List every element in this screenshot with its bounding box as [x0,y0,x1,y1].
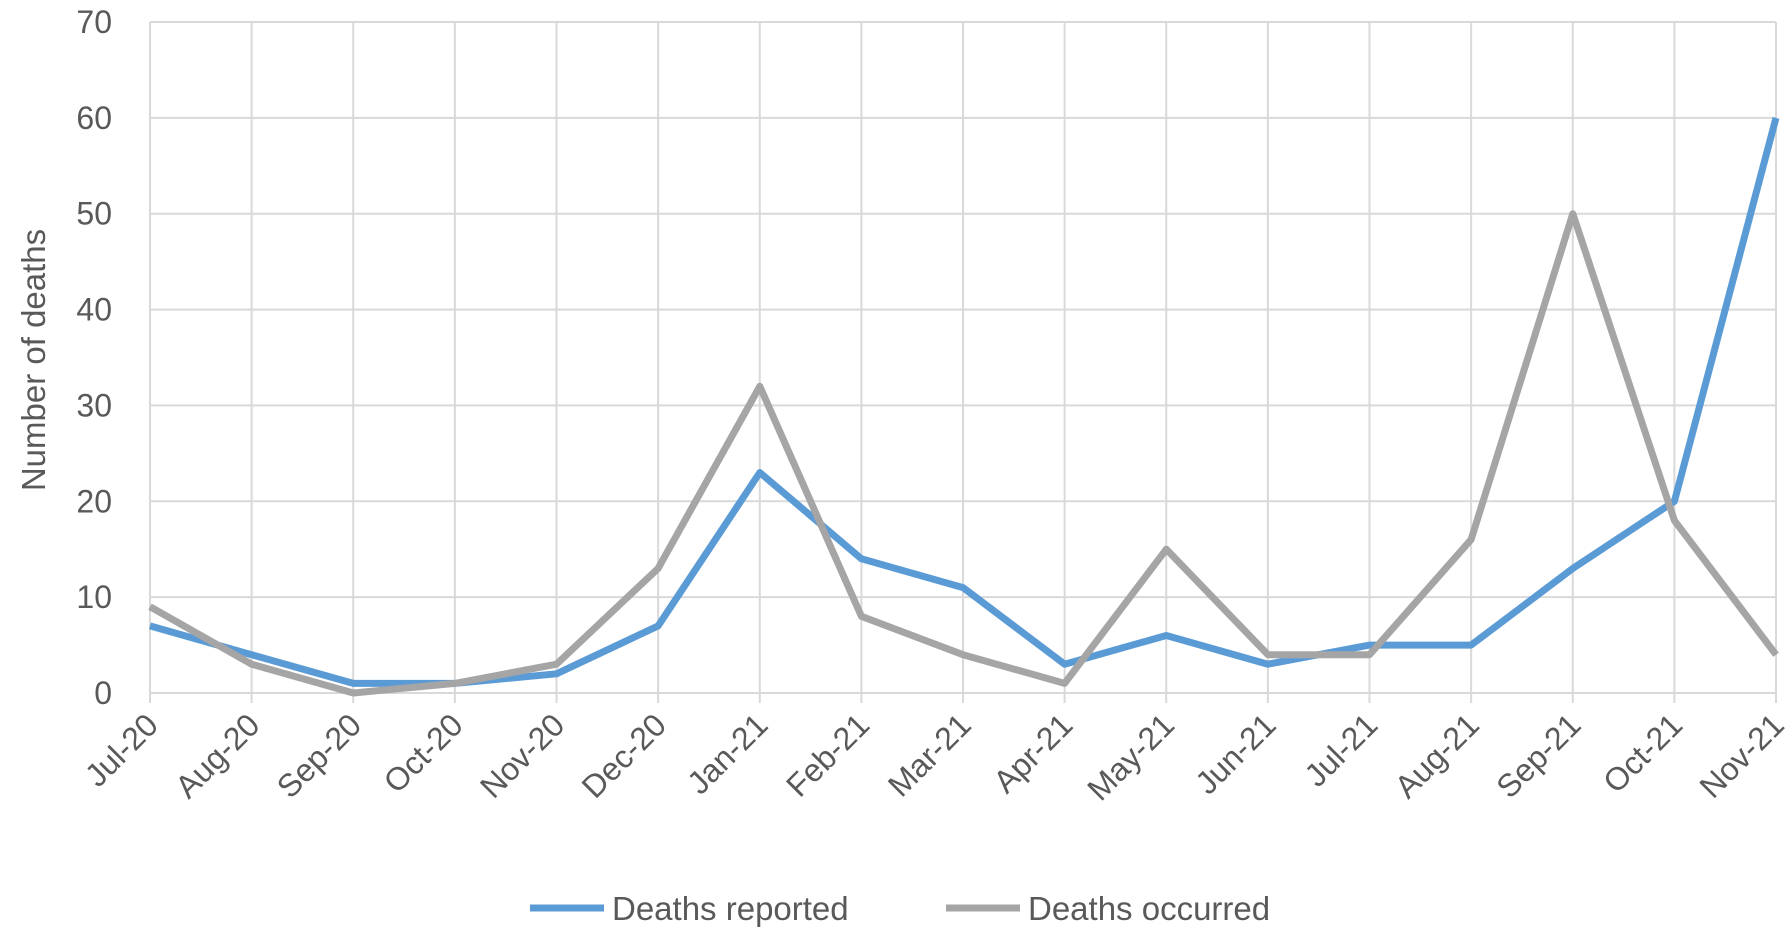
y-tick-label: 40 [76,292,112,328]
y-tick-label: 30 [76,387,112,423]
grid [150,22,1776,693]
y-tick-label: 10 [76,579,112,615]
y-tick-label: 0 [94,675,112,711]
x-tick-label: Sep-21 [1489,706,1587,804]
x-tick-label: Aug-20 [168,706,266,804]
x-tick-label: Apr-21 [986,706,1079,799]
x-tick-label: Feb-21 [779,706,876,803]
x-tick-label: Nov-20 [473,706,571,804]
x-tick-label: Jan-21 [680,706,775,801]
x-tick-label: Mar-21 [881,706,978,803]
legend-label: Deaths occurred [1028,890,1270,927]
y-tick-label: 50 [76,196,112,232]
y-tick-label: 60 [76,100,112,136]
y-tick-label: 20 [76,483,112,519]
x-tick-label: Nov-21 [1693,706,1790,804]
legend: Deaths reported Deaths occurred [530,890,1270,927]
x-tick-label: Oct-21 [1596,706,1689,799]
x-tick-label: Aug-21 [1388,706,1486,804]
legend-label: Deaths reported [612,890,849,927]
y-axis-title: Number of deaths [15,229,52,491]
x-tick-label: Dec-20 [575,706,673,804]
x-tick-label: Oct-20 [376,706,469,799]
x-tick-label: May-21 [1080,706,1181,807]
x-tick-label: Jul-21 [1297,706,1384,793]
x-tick-label: Jun-21 [1188,706,1283,801]
x-tick-label: Sep-20 [270,706,368,804]
y-tick-label: 70 [76,4,112,40]
x-tick-label: Jul-20 [78,706,165,793]
